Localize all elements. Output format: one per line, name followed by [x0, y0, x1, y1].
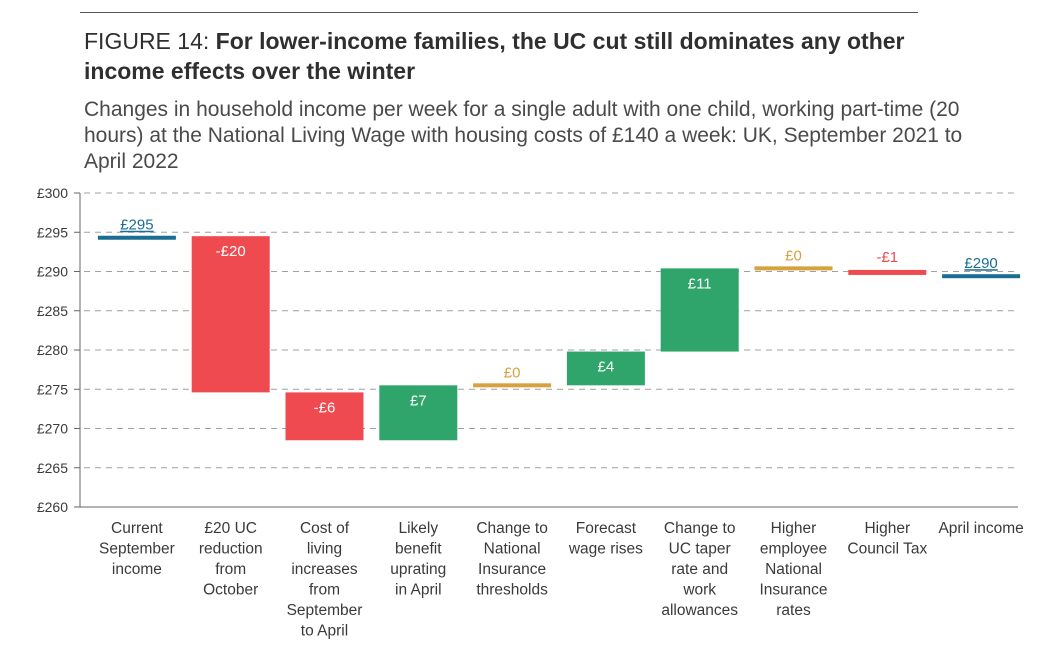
category-label: Cost of living increases from September to Ap…	[287, 520, 363, 640]
category-label-line: wage rises	[568, 541, 643, 558]
category-label-line: thresholds	[476, 582, 548, 599]
category-label: Forecast wage rises	[568, 520, 643, 558]
bar-increase	[379, 385, 458, 441]
y-tick-label: £290	[37, 264, 68, 280]
category-label-line: rates	[776, 602, 811, 619]
category-label-line: from	[215, 561, 246, 578]
data-label: -£20	[216, 243, 246, 260]
y-tick-label: £275	[37, 381, 68, 397]
category-label-line: £20 UC	[204, 520, 257, 537]
bar-zero	[473, 383, 552, 388]
data-label: £295	[120, 217, 153, 234]
bar-total	[97, 235, 176, 240]
category-label: Current September income	[99, 520, 175, 578]
category-label-line: October	[203, 582, 258, 599]
category-label-line: Higher	[864, 520, 910, 537]
y-tick-label: £280	[37, 342, 68, 358]
bar-decrease	[285, 392, 364, 441]
category-label-line: rate and	[671, 561, 728, 578]
category-label-line: work	[682, 582, 716, 599]
data-label: £0	[785, 247, 802, 264]
data-label: £7	[410, 392, 427, 409]
category-label-line: Insurance	[759, 582, 827, 599]
category-label-line: Forecast	[576, 520, 637, 537]
category-label: Higher employee National Insurance rates	[759, 520, 827, 619]
bar-total	[942, 274, 1021, 279]
category-label-line: Likely	[398, 520, 438, 537]
category-label-line: Cost of	[300, 520, 350, 537]
bar-increase	[660, 268, 739, 352]
y-tick-label: £285	[37, 303, 68, 319]
category-label-line: September	[287, 602, 363, 619]
category-label-line: Change to	[476, 520, 548, 537]
category-label: Likely benefit uprating in April	[390, 520, 446, 599]
figure-subtitle: Changes in household income per week for…	[84, 98, 963, 173]
y-tick-label: £300	[37, 185, 68, 201]
data-label: £0	[504, 364, 521, 381]
category-label-line: September	[99, 541, 175, 558]
category-label-line: Current	[111, 520, 163, 537]
category-label: £20 UC reduction from October	[199, 520, 263, 599]
category-label-line: income	[112, 561, 162, 578]
figure-title-text: For lower-income families, the UC cut st…	[84, 28, 905, 84]
category-label-line: in April	[395, 582, 442, 599]
bar-zero	[754, 266, 833, 271]
category-label: Higher Council Tax	[847, 520, 927, 558]
category-label: Change to UC taper rate and work allowances	[661, 520, 738, 619]
category-label-line: National	[484, 541, 541, 558]
bar-decrease	[848, 269, 927, 275]
category-label-line: uprating	[390, 561, 446, 578]
data-label: £4	[598, 359, 615, 376]
category-label: Change to National Insurance thresholds	[476, 520, 548, 599]
y-tick-label: £260	[37, 499, 68, 515]
category-label-line: National	[765, 561, 822, 578]
data-label: £11	[688, 275, 712, 292]
y-tick-label: £265	[37, 460, 68, 476]
y-tick-label: £295	[37, 224, 68, 240]
category-label-line: April income	[938, 520, 1023, 537]
figure-title: FIGURE 14: For lower-income families, th…	[84, 26, 984, 86]
category-label-line: reduction	[199, 541, 263, 558]
category-label-line: UC taper	[669, 541, 731, 558]
bar-decrease	[191, 236, 270, 393]
bar-increase	[566, 351, 645, 386]
y-tick-label: £270	[37, 421, 68, 437]
category-label-line: allowances	[661, 602, 738, 619]
category-label-line: Change to	[664, 520, 736, 537]
category-label-line: benefit	[395, 541, 442, 558]
data-label: -£1	[876, 249, 898, 266]
category-label-line: from	[309, 582, 340, 599]
category-label: April income	[938, 520, 1023, 537]
top-rule	[80, 12, 918, 13]
data-label: £290	[964, 255, 997, 272]
category-label-line: Insurance	[478, 561, 546, 578]
category-label-line: Council Tax	[847, 541, 927, 558]
category-label-line: Higher	[771, 520, 817, 537]
category-label-line: to April	[301, 623, 348, 640]
category-label-line: living	[307, 541, 342, 558]
category-label-line: increases	[291, 561, 358, 578]
category-label-line: employee	[760, 541, 827, 558]
data-label: -£6	[314, 399, 336, 416]
figure-label: FIGURE 14:	[84, 28, 216, 54]
